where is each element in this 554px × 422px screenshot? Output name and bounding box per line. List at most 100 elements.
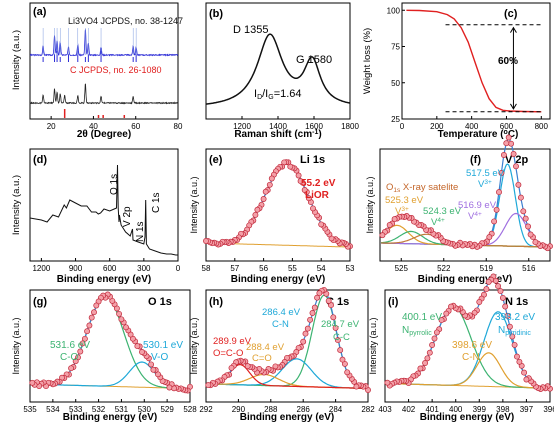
annotation-5175: 517.5 eV: [466, 168, 505, 179]
data-point-i-30: [476, 299, 483, 305]
x-tick-label-e-4: 54: [317, 264, 326, 273]
data-point-g-45: [84, 328, 91, 335]
annotation-d-peak: D 1355: [233, 24, 268, 36]
data-point-i-14: [514, 353, 520, 360]
annotation-5169: 516.9 eV: [458, 200, 497, 211]
x-tick-label-c-0: 0: [400, 122, 405, 131]
title-f: V 2p: [505, 154, 529, 166]
data-point-g-46: [81, 335, 88, 342]
data-point-i-69: [384, 379, 391, 386]
title-i: N 1s: [505, 296, 528, 308]
data-point-h-17: [325, 297, 332, 304]
x-tick-label-f-3: 516: [522, 264, 536, 273]
xlabel-i: Binding energy (eV): [420, 412, 514, 422]
ylabel-i: Intensity (a.u.): [368, 317, 378, 374]
data-point-f-23: [491, 218, 498, 225]
y-tick-label-c-0: 25: [391, 115, 400, 124]
annotation-carbon: C JCPDS, no. 26-1080: [70, 65, 162, 75]
data-point-i-19: [502, 303, 509, 310]
annotation-id-ig: ID/IG=1.64: [254, 88, 302, 101]
data-point-g-9: [166, 384, 173, 391]
data-point-g-17: [148, 361, 155, 368]
data-point-g-23: [134, 343, 141, 350]
x-tick-label-e-0: 58: [202, 264, 211, 273]
data-point-i-20: [499, 294, 506, 301]
x-tick-label-e-3: 55: [288, 264, 297, 273]
data-point-h-15: [330, 314, 337, 321]
data-point-e-18: [310, 205, 316, 212]
annotation-o1s-satellite: O1s X-ray satelite: [386, 182, 458, 194]
annotation-5243: 524.3 eV: [423, 206, 462, 217]
x-tick-label-h-0: 292: [199, 405, 213, 414]
panel-i: (i) N 1s 403 402 401 400 399 398 397 396 400.1 …: [368, 273, 554, 422]
x-tick-label-d-4: 0: [176, 264, 181, 273]
x-tick-label-h-1: 290: [232, 405, 246, 414]
panel-label-i: (i): [388, 296, 399, 308]
panel-label-b: (b): [209, 8, 223, 20]
panel-label-g: (g): [33, 296, 47, 308]
tga-curve: [406, 9, 542, 113]
ylabel-f: Intensity (a.u.): [365, 176, 375, 233]
x-tick-label-d-2: 600: [103, 264, 117, 273]
annotation-c-double-o: C=O: [252, 353, 272, 364]
x-tick-label-h-5: 282: [361, 405, 375, 414]
data-point-i-27: [483, 286, 490, 293]
annotation-c-n-h: C-N: [272, 319, 289, 330]
data-point-f-9: [525, 223, 532, 230]
x-tick-label-h-4: 284: [329, 405, 343, 414]
data-point-f-6: [532, 239, 539, 246]
annotation-v4-green: V4+: [431, 217, 445, 228]
data-point-i-11: [521, 369, 528, 376]
xlabel-b: Raman shift (cm-1): [234, 129, 321, 140]
data-point-i-15: [511, 341, 518, 348]
data-point-e-46: [252, 211, 259, 218]
x-tick-label-a-3: 80: [174, 122, 183, 131]
data-point-f-13: [515, 181, 522, 188]
x-tick-label-e-1: 57: [230, 264, 239, 273]
data-point-i-44: [443, 310, 450, 317]
y-tick-label-c-3: 100: [387, 6, 401, 15]
data-point-g-69: [29, 379, 36, 386]
xlabel-g: Binding energy (eV): [63, 412, 157, 422]
data-point-i-13: [516, 358, 523, 365]
data-point-e-20: [305, 195, 312, 202]
annotation-v3-lower: V3+: [395, 206, 409, 217]
panel-c: (c) 25 50 75 100 0 200 400 600 800 60% Weight lo…: [362, 2, 551, 140]
panel-g: (g) O 1s 535 534 533 532 531 530 529 528 531.6 …: [11, 289, 197, 422]
data-point-i-17: [506, 323, 513, 330]
x-tick-label-e-2: 56: [259, 264, 268, 273]
annotation-3982: 398.2 eV: [495, 312, 535, 323]
data-point-f-14: [513, 163, 519, 170]
x-tick-label-d-0: 1200: [32, 264, 50, 273]
x-tick-label-a-0: 20: [47, 122, 56, 131]
xlabel-c: Temperature (oC): [438, 129, 519, 140]
annotation-2884: 288.4 eV: [246, 342, 285, 353]
data-point-g-16: [150, 366, 157, 373]
panel-label-c: (c): [504, 8, 518, 20]
data-point-e-24: [297, 178, 304, 185]
annotation-2847: 284.7 eV: [321, 319, 360, 330]
data-point-h-21: [316, 290, 323, 297]
annotation-552: 55.2 eV: [301, 178, 336, 189]
y-tick-label-c-2: 75: [391, 43, 400, 52]
x-tick-label-i-6: 397: [520, 405, 534, 414]
annotation-o1s: O 1s: [109, 174, 120, 195]
data-point-e-38: [268, 175, 275, 182]
data-point-h-28: [300, 338, 307, 345]
data-point-f-20: [498, 170, 505, 176]
x-tick-label-h-2: 288: [264, 405, 278, 414]
panel-f: (f) V 2p 525 522 519 516 517.5 eV V3+ O1s X…: [365, 134, 553, 285]
annotation-o-c-o: O=C-O: [213, 348, 243, 359]
x-tick-label-d-3: 300: [137, 264, 151, 273]
annotation-c-c: C-C: [333, 332, 350, 343]
data-point-g-47: [79, 340, 86, 347]
annotation-li3vo4: Li3VO4 JCPDS, no. 38-1247: [68, 16, 183, 26]
data-point-i-16: [509, 333, 516, 340]
data-point-i-52: [424, 355, 431, 362]
data-point-i-18: [504, 312, 511, 319]
x-tick-label-i-7: 396: [543, 405, 554, 414]
x-tick-label-h-3: 286: [297, 405, 311, 414]
data-point-h-22: [314, 294, 321, 301]
data-point-h-24: [309, 310, 316, 316]
annotation-c1s: C 1s: [151, 192, 162, 213]
